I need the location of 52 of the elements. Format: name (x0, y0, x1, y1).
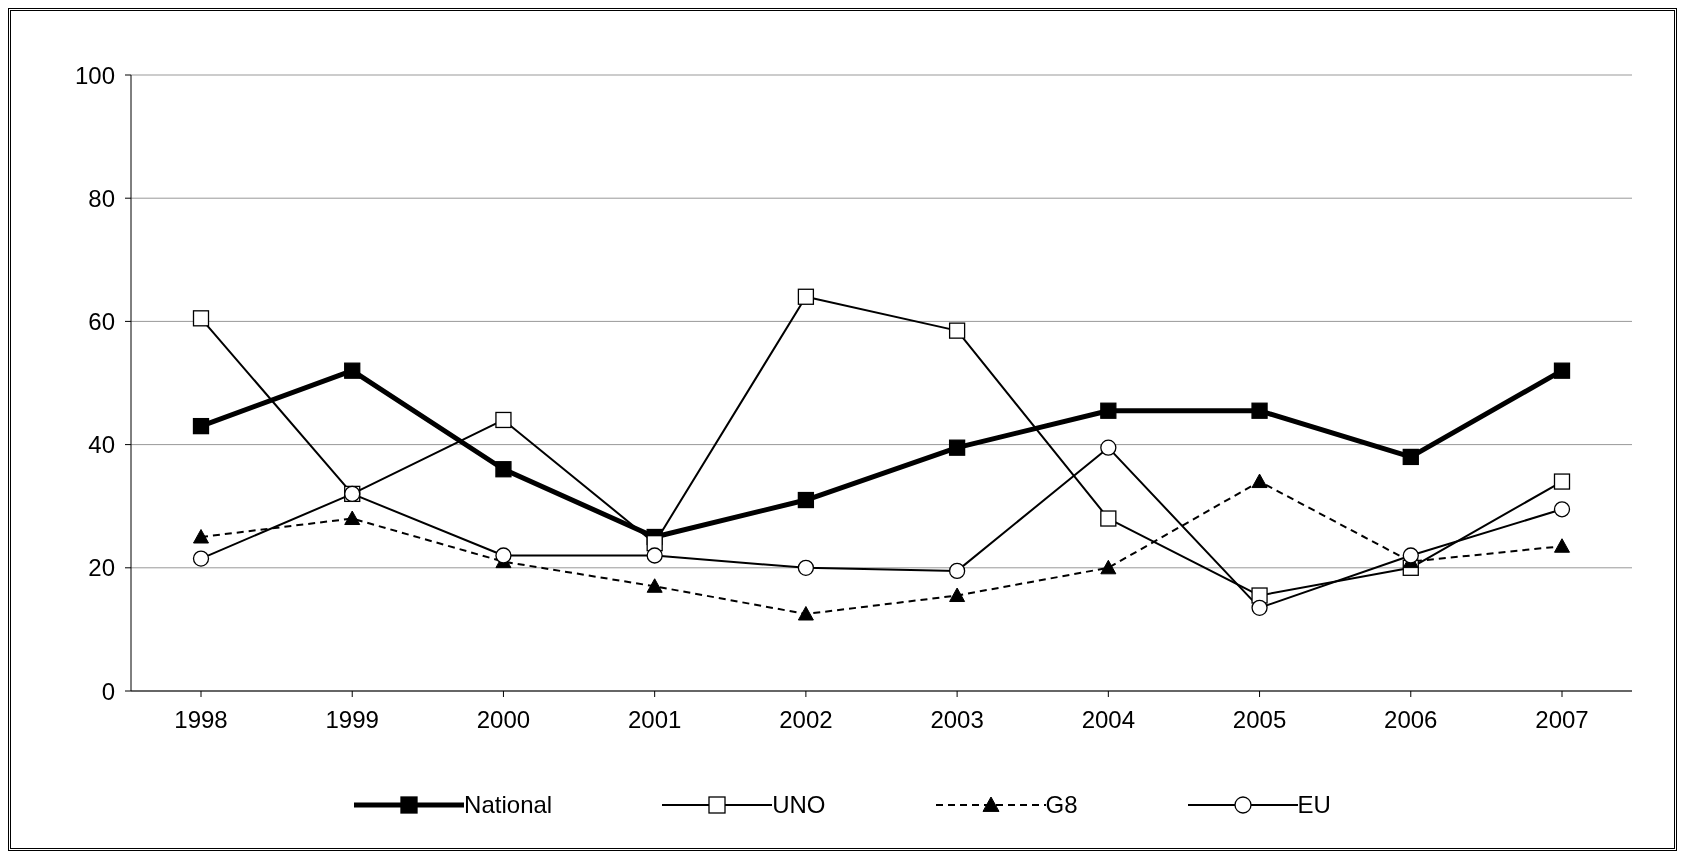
point (1553, 362, 1571, 379)
point (344, 362, 361, 379)
legend-label: G8 (1045, 791, 1078, 819)
x-tick-label: 2007 (1535, 706, 1589, 734)
x-tick-label: 2002 (779, 706, 833, 734)
point (1251, 402, 1268, 419)
x-tick-label: 2003 (930, 706, 984, 734)
point (1402, 547, 1419, 564)
point (1553, 473, 1571, 490)
point (1251, 599, 1268, 616)
point (797, 559, 815, 576)
point (192, 550, 210, 567)
point (344, 510, 361, 526)
point (646, 547, 663, 564)
y-tick-label: 60 (88, 307, 115, 335)
x-tick-label: 2006 (1384, 706, 1438, 734)
point (797, 288, 815, 305)
point (948, 562, 966, 580)
x-tick-label: 2000 (476, 706, 531, 734)
x-tick-label: 2001 (627, 706, 682, 734)
point (1251, 473, 1268, 489)
x-tick-label: 2005 (1232, 706, 1287, 734)
point (193, 529, 209, 544)
point (495, 547, 512, 564)
point (948, 322, 966, 339)
point (1100, 510, 1117, 527)
point (1402, 448, 1419, 466)
y-tick-label: 80 (88, 184, 115, 212)
y-tick-label: 0 (101, 677, 115, 705)
point (495, 411, 512, 429)
y-tick-label: 40 (88, 431, 115, 459)
legend-label: National (464, 791, 553, 819)
point (1554, 538, 1570, 553)
legend-label: EU (1297, 791, 1331, 819)
y-tick-label: 100 (74, 61, 115, 89)
x-tick-label: 1998 (174, 706, 228, 734)
point (948, 439, 966, 456)
point (797, 491, 815, 509)
point (1553, 501, 1571, 518)
point (1100, 402, 1117, 419)
point (646, 578, 663, 593)
legend-label: UNO (772, 791, 826, 819)
point (1100, 439, 1117, 456)
x-tick-label: 1999 (325, 706, 379, 734)
x-tick-label: 2004 (1081, 706, 1136, 734)
point (1100, 559, 1117, 575)
point (192, 310, 210, 327)
point (797, 606, 814, 621)
point (949, 587, 966, 603)
y-tick-label: 20 (88, 554, 115, 582)
point (495, 461, 512, 478)
point (192, 417, 210, 435)
